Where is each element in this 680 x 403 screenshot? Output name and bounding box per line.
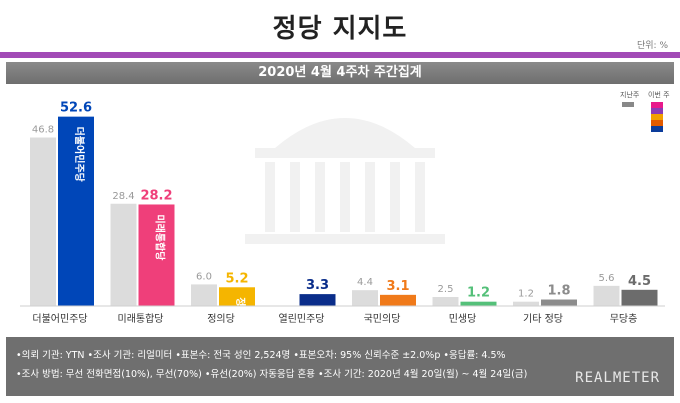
previous-value-label-7: 5.6: [599, 273, 615, 284]
legend-current-swatches: [651, 102, 663, 132]
brand-logo: REALMETER: [575, 370, 660, 386]
current-value-label-2: 5.2: [225, 271, 248, 286]
legend-color-2: [651, 114, 663, 120]
previous-bar-7: [593, 285, 620, 306]
category-label-3: 열린민주당: [279, 313, 325, 325]
chart-subtitle: 2020년 4월 4주차 주간집계: [6, 62, 674, 84]
survey-notes-line-2: •조사 방법: 무선 전화면접(10%), 무선(70%) •유선(20%) 자…: [16, 369, 528, 380]
category-label-0: 더불어민주당: [32, 313, 87, 325]
bar-inner-label-0: 더불어민주당: [73, 127, 86, 183]
current-value-label-3: 3.3: [306, 278, 329, 293]
category-label-1: 미래통합당: [118, 313, 164, 325]
previous-value-label-1: 28.4: [112, 191, 134, 202]
current-bar-2: [219, 287, 255, 306]
current-value-label-1: 28.2: [140, 188, 172, 203]
previous-value-label-4: 4.4: [357, 277, 373, 288]
survey-notes-panel: •의뢰 기관: YTN •조사 기관: 리얼미터 •표본수: 전국 성인 2,5…: [6, 337, 674, 396]
category-label-6: 기타 정당: [523, 313, 563, 325]
background-building-watermark: [245, 118, 445, 244]
legend-current-label: 이번 주: [648, 91, 670, 99]
legend-color-3: [651, 120, 663, 126]
survey-notes-line-1: •의뢰 기관: YTN •조사 기관: 리얼미터 •표본수: 전국 성인 2,5…: [16, 350, 506, 361]
legend-color-0: [651, 102, 663, 108]
previous-bar-2: [191, 284, 217, 306]
previous-bar-5: [432, 297, 459, 306]
previous-value-label-2: 6.0: [196, 271, 212, 282]
legend: 지난주 이번 주: [618, 90, 676, 150]
previous-bar-6: [513, 301, 539, 306]
unit-label: 단위: %: [636, 41, 668, 51]
current-bar-3: [299, 294, 336, 306]
current-bar-1: [138, 204, 175, 306]
current-value-label-5: 1.2: [467, 286, 490, 301]
current-value-label-6: 1.8: [547, 284, 570, 299]
previous-bar-4: [352, 290, 378, 306]
bar-inner-label-1: 미래통합당: [154, 214, 167, 261]
current-value-label-0: 52.6: [60, 101, 92, 116]
current-value-label-7: 4.5: [628, 274, 651, 289]
chart-title: 정당 지지도: [272, 14, 408, 44]
current-bar-4: [380, 294, 416, 306]
current-bar-6: [541, 299, 577, 306]
previous-value-label-5: 2.5: [438, 284, 454, 295]
legend-color-1: [651, 108, 663, 114]
previous-bar-0: [30, 137, 56, 306]
bar-inner-label-2: 정의당: [234, 297, 247, 325]
category-label-7: 무당층: [610, 313, 638, 325]
category-label-5: 민생당: [449, 313, 477, 325]
category-label-2: 정의당: [207, 313, 235, 325]
legend-previous-swatch: [622, 102, 634, 107]
previous-value-label-6: 1.2: [518, 289, 534, 300]
legend-previous-label: 지난주: [620, 91, 640, 99]
previous-bar-1: [110, 203, 137, 306]
current-bar-5: [460, 301, 497, 306]
legend-color-4: [651, 126, 663, 132]
previous-value-label-0: 46.8: [32, 125, 54, 136]
current-bar-7: [621, 289, 658, 306]
title-divider: [0, 52, 680, 58]
current-bar-0: [58, 116, 94, 306]
category-label-4: 국민의당: [364, 313, 401, 325]
current-value-label-4: 3.1: [386, 279, 409, 294]
